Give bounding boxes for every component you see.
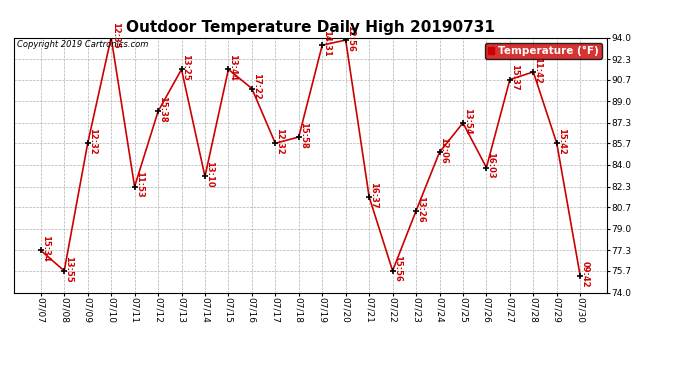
Text: 13:26: 13:26 bbox=[416, 196, 425, 222]
Text: 13:25: 13:25 bbox=[181, 54, 190, 81]
Text: 14:31: 14:31 bbox=[322, 30, 331, 57]
Title: Outdoor Temperature Daily High 20190731: Outdoor Temperature Daily High 20190731 bbox=[126, 20, 495, 35]
Text: 13:10: 13:10 bbox=[205, 161, 214, 188]
Text: 12:32: 12:32 bbox=[275, 128, 284, 155]
Text: 12:32: 12:32 bbox=[88, 128, 97, 155]
Text: 15:34: 15:34 bbox=[41, 235, 50, 262]
Text: 13:54: 13:54 bbox=[463, 108, 472, 134]
Text: 13:44: 13:44 bbox=[228, 54, 237, 81]
Text: 16:03: 16:03 bbox=[486, 152, 495, 179]
Text: 11:42: 11:42 bbox=[533, 57, 542, 84]
Text: 15:58: 15:58 bbox=[299, 122, 308, 148]
Text: 12:06: 12:06 bbox=[440, 137, 449, 164]
Text: 11:53: 11:53 bbox=[135, 171, 144, 198]
Text: 09:42: 09:42 bbox=[580, 261, 589, 287]
Text: 12:35: 12:35 bbox=[111, 22, 120, 49]
Legend: Temperature (°F): Temperature (°F) bbox=[484, 43, 602, 59]
Text: Copyright 2019 Cartronics.com: Copyright 2019 Cartronics.com bbox=[17, 40, 148, 49]
Text: 16:37: 16:37 bbox=[369, 182, 378, 208]
Text: 15:37: 15:37 bbox=[510, 64, 519, 91]
Text: 15:38: 15:38 bbox=[158, 96, 167, 123]
Text: 17:22: 17:22 bbox=[252, 73, 261, 100]
Text: 15:56: 15:56 bbox=[393, 255, 402, 282]
Text: 12:56: 12:56 bbox=[346, 25, 355, 52]
Text: 13:55: 13:55 bbox=[64, 255, 73, 282]
Text: 15:42: 15:42 bbox=[557, 128, 566, 155]
